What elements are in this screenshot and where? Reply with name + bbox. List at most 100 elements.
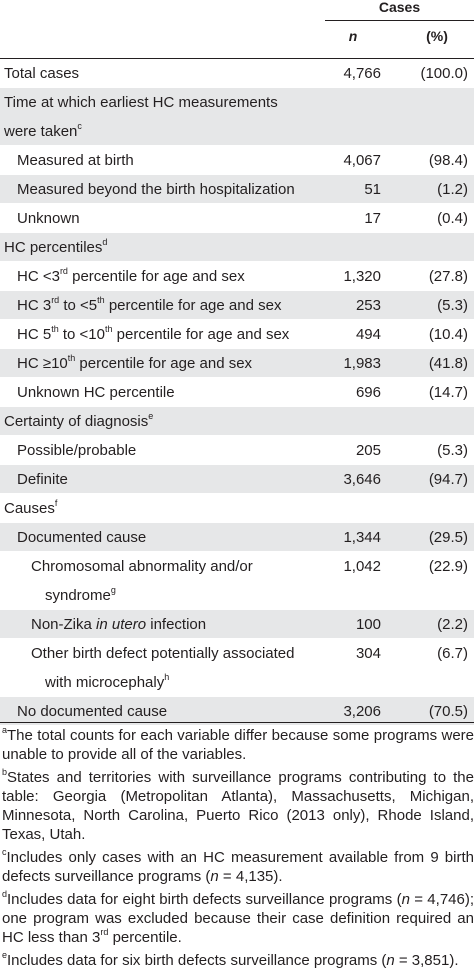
table-row: HC <3rd percentile for age and sex 1,320… xyxy=(0,262,474,291)
table-row: No documented cause 3,206 (70.5) xyxy=(0,697,474,726)
table-row: Causesf xyxy=(0,494,474,523)
footnote-mark: c xyxy=(2,847,7,857)
footnote-a: aThe total counts for each variable diff… xyxy=(0,726,474,764)
table-row: Measured beyond the birth hospitalizatio… xyxy=(0,175,474,204)
row-n: 51 xyxy=(364,180,381,198)
row-label-text: to <5 xyxy=(59,296,98,314)
row-label-line1: Time at which earliest HC measurements xyxy=(4,94,278,111)
footnote-mark: e xyxy=(148,410,154,421)
footnote-var: n xyxy=(401,891,410,908)
footnote-mark: b xyxy=(2,767,8,777)
row-label: HC <3rd percentile for age and sex xyxy=(0,262,310,291)
row-label-text: HC percentiles xyxy=(4,238,103,256)
table-row: Certainty of diagnosise xyxy=(0,407,474,436)
footnote-text: = 4,135). xyxy=(218,868,283,885)
footnote-d: dIncludes data for eight birth defects s… xyxy=(0,890,474,947)
superscript: th xyxy=(105,323,113,334)
row-n: 4,766 xyxy=(343,64,381,82)
row-pct: (98.4) xyxy=(428,151,468,169)
row-label-text: percentile for age and sex xyxy=(67,267,245,285)
footnote-mark: c xyxy=(77,121,82,131)
row-label-text: infection xyxy=(146,615,207,633)
row-label: HC percentilesd xyxy=(0,233,310,262)
footnote-mark: f xyxy=(54,497,58,508)
header-rule xyxy=(325,20,474,21)
footnote-mark: e xyxy=(2,950,8,960)
footnote-text: Includes data for eight birth defects su… xyxy=(7,891,402,908)
row-label-line1: Other birth defect potentially associate… xyxy=(31,645,295,662)
table-header: Cases n (%) xyxy=(0,0,474,59)
row-label-text: syndrome xyxy=(45,587,111,604)
row-label-text: HC 3 xyxy=(17,296,52,314)
row-label: Documented cause xyxy=(17,528,147,546)
superscript: rd xyxy=(51,294,60,305)
footnote-text: = 3,851). xyxy=(394,952,459,969)
table-row: Possible/probable 205 (5.3) xyxy=(0,436,474,465)
table-row: Unknown HC percentile 696 (14.7) xyxy=(0,378,474,407)
footnote-text: States and territories with surveillance… xyxy=(2,769,474,843)
table-row: HC 3rd to <5th percentile for age and se… xyxy=(0,291,474,320)
row-n: 304 xyxy=(355,645,381,662)
row-label: Chromosomal abnormality and/or syndromeg xyxy=(0,552,310,610)
footnote-text: Includes data for six birth defects surv… xyxy=(7,952,387,969)
footnote-mark: d xyxy=(2,889,8,899)
row-label: No documented cause xyxy=(17,702,168,720)
row-label: Definite xyxy=(17,470,68,488)
header-cases: Cases xyxy=(378,0,421,15)
row-pct: (5.3) xyxy=(437,296,468,314)
row-label: Other birth defect potentially associate… xyxy=(0,639,310,697)
header-pct: (%) xyxy=(426,28,448,44)
row-label: Unknown HC percentile xyxy=(17,383,175,401)
row-label-line2: with microcephalyh xyxy=(31,668,310,697)
footnote-mark: a xyxy=(2,725,8,735)
row-label-line1: Chromosomal abnormality and/or xyxy=(31,558,253,575)
row-pct: (70.5) xyxy=(428,702,468,720)
footnote-text: Includes only cases with an HC measureme… xyxy=(2,849,474,885)
superscript: rd xyxy=(59,265,68,276)
superscript: th xyxy=(51,323,59,334)
superscript: th xyxy=(67,352,76,363)
row-pct: (10.4) xyxy=(428,325,468,343)
row-label-text: to <10 xyxy=(58,325,105,343)
row-label: Time at which earliest HC measurements w… xyxy=(0,88,310,146)
table-row: Non-Zika in utero infection 100 (2.2) xyxy=(0,610,474,639)
footnote-var: n xyxy=(386,952,395,969)
row-pct: (5.3) xyxy=(437,441,468,459)
footnote-mark: g xyxy=(110,585,116,595)
row-label-text: with microcephaly xyxy=(45,674,165,691)
superscript: rd xyxy=(100,927,109,937)
table-row: Total cases 4,766 (100.0) xyxy=(0,59,474,88)
footnote-c: cIncludes only cases with an HC measurem… xyxy=(0,848,474,886)
row-label-text: percentile for age and sex xyxy=(104,296,282,314)
row-n: 1,983 xyxy=(343,354,381,372)
table-row: Time at which earliest HC measurements w… xyxy=(0,88,474,146)
row-pct: (100.0) xyxy=(420,64,468,82)
table-row: Other birth defect potentially associate… xyxy=(0,639,474,697)
footnote-text: The total counts for each variable diffe… xyxy=(2,727,474,763)
row-n: 1,344 xyxy=(343,528,381,546)
table-row: Definite 3,646 (94.7) xyxy=(0,465,474,494)
row-label-text: Certainty of diagnosis xyxy=(4,412,149,430)
row-n: 1,042 xyxy=(343,558,381,575)
row-pct: (2.2) xyxy=(437,615,468,633)
row-pct: (1.2) xyxy=(437,180,468,198)
row-label-line2: were takenc xyxy=(4,117,310,146)
table-row: Chromosomal abnormality and/or syndromeg… xyxy=(0,552,474,610)
table-row: HC percentilesd xyxy=(0,233,474,262)
row-pct: (27.8) xyxy=(428,267,468,285)
data-table: Cases n (%) Total cases 4,766 (100.0) Ti… xyxy=(0,0,474,726)
row-n: 4,067 xyxy=(343,151,381,169)
row-label: Unknown xyxy=(17,209,80,227)
row-label: Measured at birth xyxy=(17,151,134,169)
footnote-e: eIncludes data for six birth defects sur… xyxy=(0,951,474,970)
row-label: Total cases xyxy=(4,64,80,82)
superscript: th xyxy=(97,294,105,305)
header-n: n xyxy=(348,28,358,44)
row-label-text: HC ≥10 xyxy=(17,354,68,372)
footnote-text: percentile. xyxy=(108,929,182,946)
row-label: Causesf xyxy=(0,494,310,523)
row-label: Certainty of diagnosise xyxy=(0,407,310,436)
row-pct: (14.7) xyxy=(428,383,468,401)
row-label-text: HC 5 xyxy=(17,325,52,343)
row-n: 494 xyxy=(355,325,381,343)
